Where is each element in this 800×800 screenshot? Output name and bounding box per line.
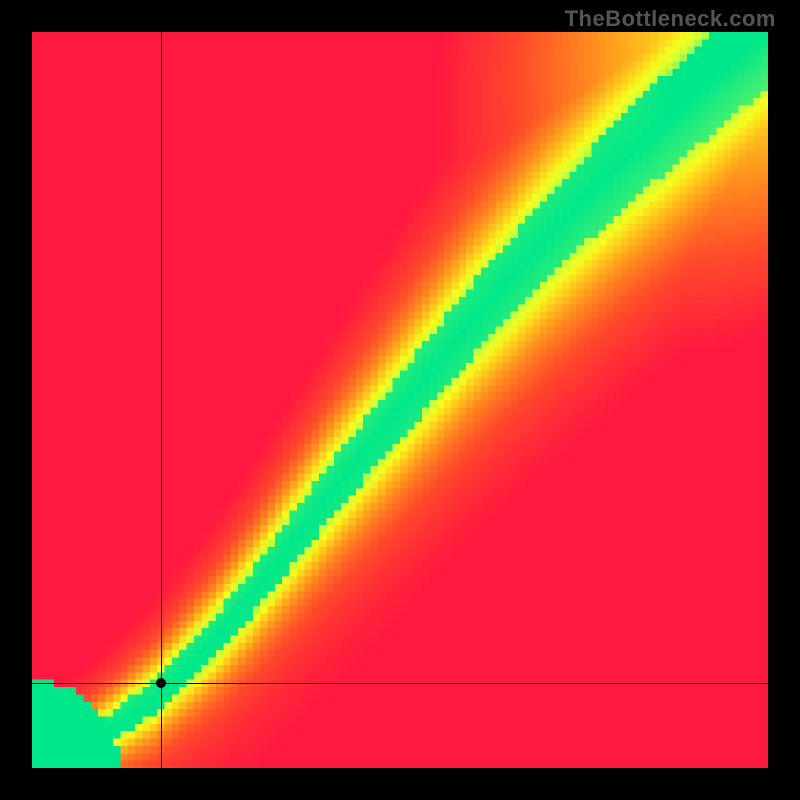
bottleneck-heatmap: [32, 32, 768, 768]
chart-frame: TheBottleneck.com: [0, 0, 800, 800]
selection-marker: [156, 678, 166, 688]
watermark-text: TheBottleneck.com: [565, 6, 776, 32]
crosshair-horizontal: [32, 683, 768, 684]
crosshair-vertical: [161, 32, 162, 768]
